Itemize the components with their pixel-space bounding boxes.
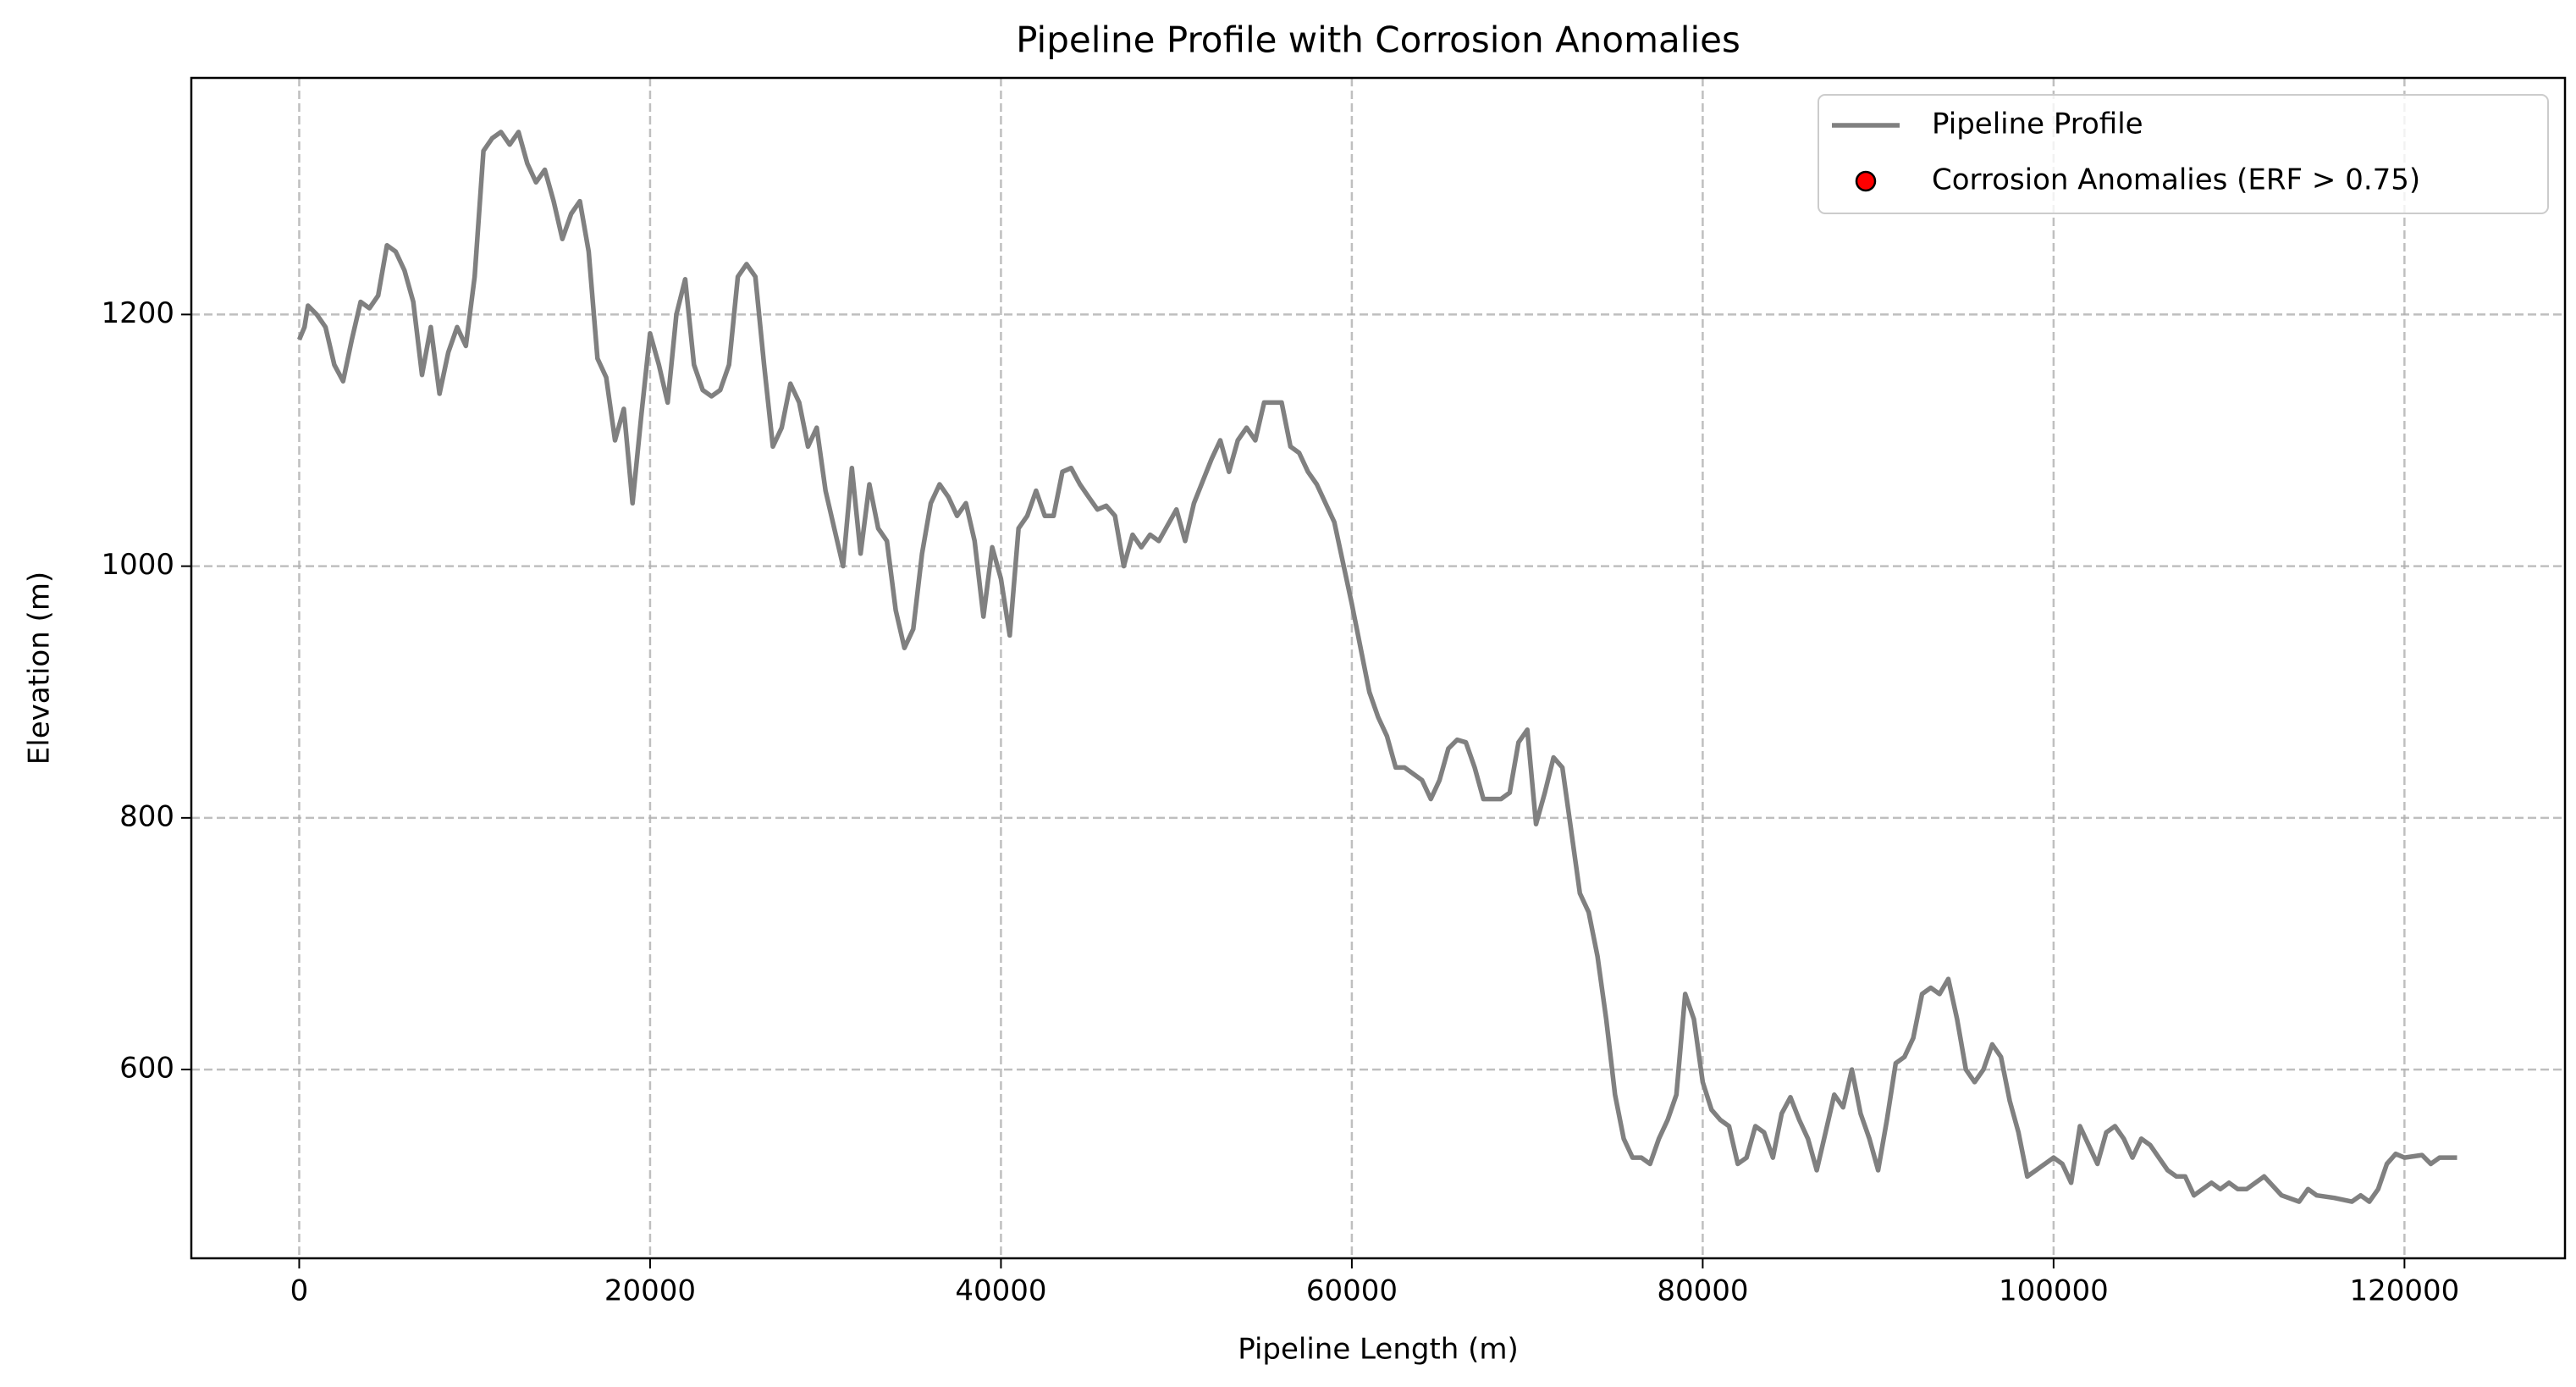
y-tick-label: 1200 xyxy=(101,296,174,330)
x-tick-label: 20000 xyxy=(604,1274,696,1308)
legend-box xyxy=(1818,94,2549,214)
plot-frame xyxy=(190,76,2567,1260)
legend-marker xyxy=(1855,170,1877,192)
y-tick-label: 600 xyxy=(119,1052,174,1086)
x-tick-label: 80000 xyxy=(1657,1274,1748,1308)
x-tick-label: 100000 xyxy=(1999,1274,2109,1308)
y-axis-label: Elevation (m) xyxy=(23,572,57,765)
legend-label: Corrosion Anomalies (ERF > 0.75) xyxy=(1932,163,2420,197)
legend-label: Pipeline Profile xyxy=(1932,108,2143,141)
y-tick-label: 1000 xyxy=(101,548,174,582)
x-tick-label: 60000 xyxy=(1306,1274,1398,1308)
x-tick-label: 120000 xyxy=(2349,1274,2459,1308)
x-tick-label: 40000 xyxy=(955,1274,1046,1308)
x-axis-label: Pipeline Length (m) xyxy=(1238,1333,1519,1367)
y-tick-label: 800 xyxy=(119,799,174,833)
x-tick-label: 0 xyxy=(290,1274,309,1308)
chart-title: Pipeline Profile with Corrosion Anomalie… xyxy=(1016,19,1740,61)
data-line xyxy=(296,130,2457,1204)
